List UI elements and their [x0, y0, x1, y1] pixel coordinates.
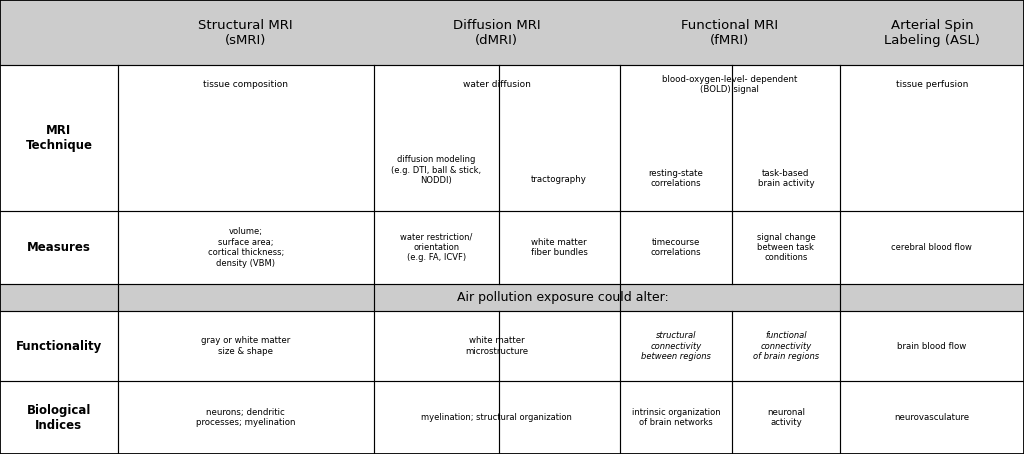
Text: structural
connectivity
between regions: structural connectivity between regions [641, 331, 711, 361]
Text: white matter
fiber bundles: white matter fiber bundles [530, 238, 588, 257]
Text: task-based
brain activity: task-based brain activity [758, 169, 814, 188]
Text: volume;
surface area;
cortical thickness;
density (VBM): volume; surface area; cortical thickness… [208, 227, 284, 267]
Text: diffusion modeling
(e.g. DTI, ball & stick,
NODDI): diffusion modeling (e.g. DTI, ball & sti… [391, 155, 481, 185]
Text: blood-oxygen-level- dependent
(BOLD) signal: blood-oxygen-level- dependent (BOLD) sig… [662, 75, 798, 94]
Text: tissue composition: tissue composition [203, 80, 289, 89]
Text: Functionality: Functionality [15, 340, 102, 353]
Text: MRI
Technique: MRI Technique [26, 124, 92, 152]
Text: water diffusion: water diffusion [463, 80, 530, 89]
Text: white matter
microstructure: white matter microstructure [465, 336, 528, 356]
Bar [0, 284, 1024, 311]
Text: Arterial Spin
Labeling (ASL): Arterial Spin Labeling (ASL) [884, 19, 980, 47]
Text: gray or white matter
size & shape: gray or white matter size & shape [201, 336, 291, 356]
Text: timecourse
correlations: timecourse correlations [650, 238, 701, 257]
Text: signal change
between task
conditions: signal change between task conditions [757, 232, 815, 262]
Text: neurovasculature: neurovasculature [894, 413, 970, 422]
Text: brain blood flow: brain blood flow [897, 342, 967, 350]
Text: cerebral blood flow: cerebral blood flow [892, 243, 972, 252]
Text: Structural MRI
(sMRI): Structural MRI (sMRI) [199, 19, 293, 47]
Text: Measures: Measures [27, 241, 91, 254]
Text: Diffusion MRI
(dMRI): Diffusion MRI (dMRI) [453, 19, 541, 47]
Text: functional
connectivity
of brain regions: functional connectivity of brain regions [753, 331, 819, 361]
Text: Biological
Indices: Biological Indices [27, 404, 91, 432]
Bar [0, 0, 1024, 65]
Text: tractography: tractography [531, 175, 587, 184]
Text: neurons; dendritic
processes; myelination: neurons; dendritic processes; myelinatio… [196, 408, 296, 427]
Text: intrinsic organization
of brain networks: intrinsic organization of brain networks [632, 408, 720, 427]
Text: resting-state
correlations: resting-state correlations [648, 169, 703, 188]
Text: myelination; structural organization: myelination; structural organization [421, 413, 572, 422]
Text: tissue perfusion: tissue perfusion [896, 80, 968, 89]
Text: Functional MRI
(fMRI): Functional MRI (fMRI) [681, 19, 778, 47]
Text: water restriction/
orientation
(e.g. FA, ICVF): water restriction/ orientation (e.g. FA,… [400, 232, 472, 262]
Text: Air pollution exposure could alter:: Air pollution exposure could alter: [458, 291, 669, 304]
Text: neuronal
activity: neuronal activity [767, 408, 805, 427]
